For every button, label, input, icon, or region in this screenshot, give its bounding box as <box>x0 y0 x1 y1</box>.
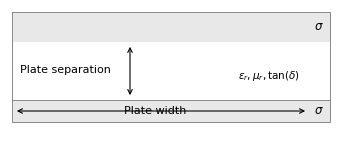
Text: σ: σ <box>314 105 322 118</box>
Bar <box>12 12 330 42</box>
Bar <box>12 100 330 122</box>
Text: $\varepsilon_r, \mu_r, \mathrm{tan}(\delta)$: $\varepsilon_r, \mu_r, \mathrm{tan}(\del… <box>238 69 300 83</box>
Text: Plate separation: Plate separation <box>20 65 111 75</box>
Text: σ: σ <box>314 20 322 33</box>
Bar <box>12 42 330 100</box>
Text: Plate width: Plate width <box>124 106 186 116</box>
